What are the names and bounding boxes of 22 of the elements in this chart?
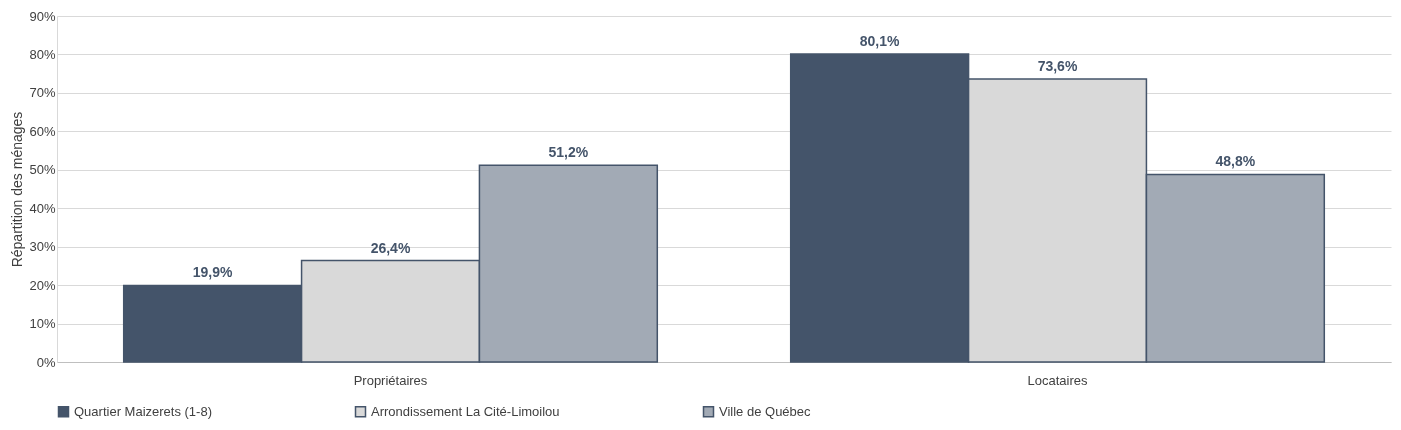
data-label: 51,2%: [548, 144, 589, 161]
y-tick-label: 10%: [29, 316, 56, 332]
data-label: 48,8%: [1215, 153, 1256, 170]
y-tick-label: 60%: [29, 123, 56, 139]
data-label: 19,9%: [192, 264, 234, 281]
data-label: 80,1%: [859, 33, 901, 50]
y-tick-label: 30%: [29, 239, 56, 255]
y-tick-label: 90%: [29, 8, 56, 24]
legend-label: Arrondissement La Cité-Limoilou: [371, 403, 560, 419]
y-tick-label: 40%: [29, 200, 56, 216]
y-axis-title: Répartition des ménages: [9, 111, 26, 268]
y-tick-label: 70%: [29, 85, 56, 101]
x-tick-label: Locataires: [1027, 372, 1088, 388]
data-label: 73,6%: [1037, 58, 1078, 75]
legend-label: Quartier Maizerets (1-8): [74, 403, 212, 419]
y-tick-label: 50%: [29, 162, 56, 178]
legend-label: Ville de Québec: [719, 403, 812, 419]
y-tick-label: 80%: [29, 46, 56, 62]
y-tick-label: 20%: [29, 277, 56, 293]
y-tick-label: 0%: [36, 354, 56, 370]
data-label: 26,4%: [370, 239, 411, 256]
x-tick-label: Propriétaires: [353, 372, 428, 388]
